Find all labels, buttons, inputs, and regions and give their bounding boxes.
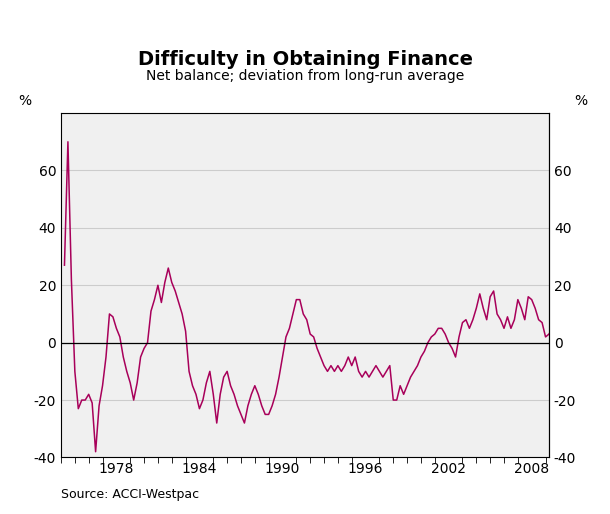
Text: %: % bbox=[574, 94, 587, 108]
Text: Difficulty in Obtaining Finance: Difficulty in Obtaining Finance bbox=[137, 50, 473, 69]
Text: Net balance; deviation from long-run average: Net balance; deviation from long-run ave… bbox=[146, 69, 464, 83]
Text: %: % bbox=[18, 94, 31, 108]
Text: Source: ACCI-Westpac: Source: ACCI-Westpac bbox=[61, 488, 199, 501]
